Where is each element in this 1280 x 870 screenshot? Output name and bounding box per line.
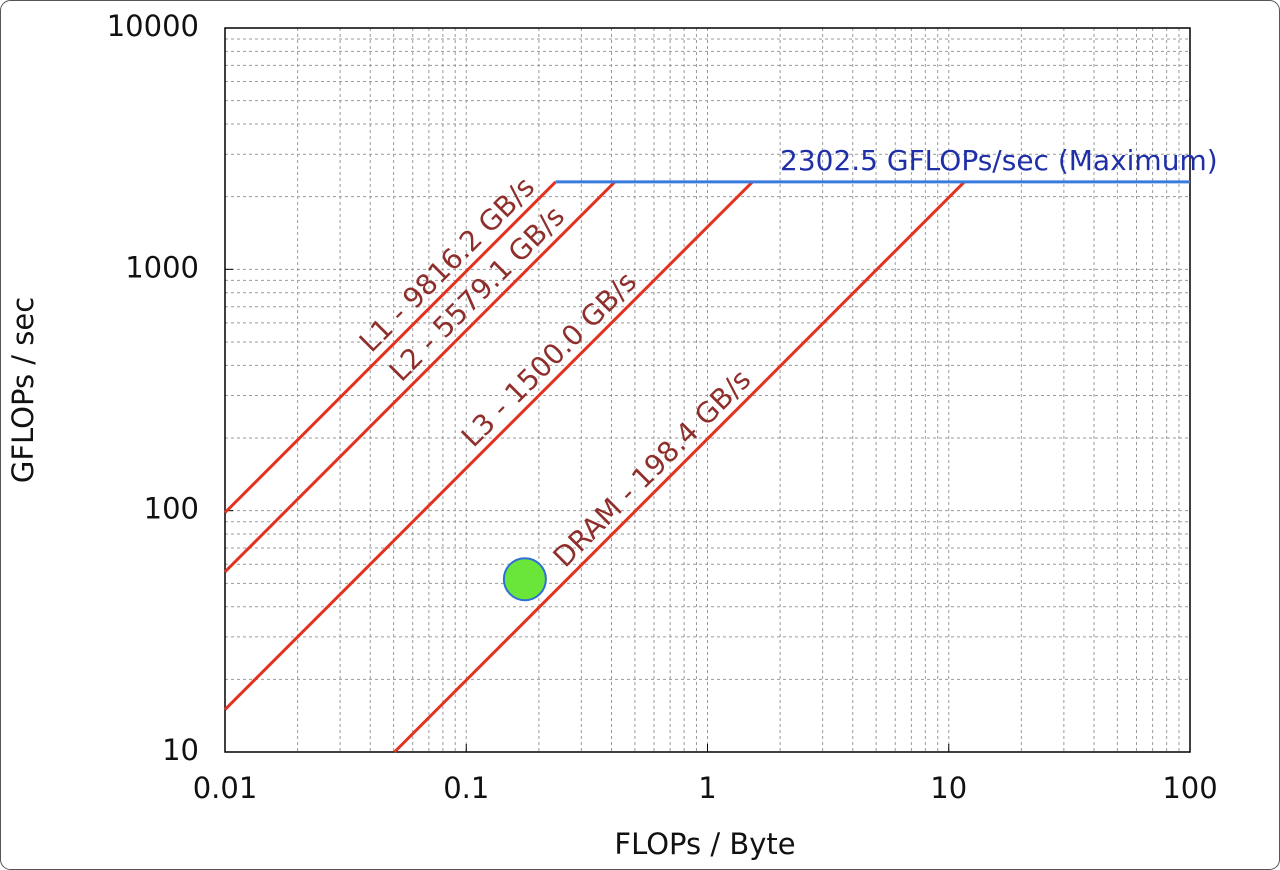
roofline bbox=[223, 180, 557, 514]
x-tick-label: 0.01 bbox=[193, 771, 258, 805]
x-tick-label: 1 bbox=[698, 771, 716, 805]
y-axis-label: GFLOPs / sec bbox=[6, 297, 40, 483]
y-tick-label: 10000 bbox=[107, 9, 199, 43]
roofline bbox=[223, 180, 616, 573]
peak-label: 2302.5 GFLOPs/sec (Maximum) bbox=[780, 144, 1218, 177]
plot-frame bbox=[224, 27, 1191, 753]
y-tick-label: 10 bbox=[162, 733, 199, 767]
y-tick-label: 100 bbox=[144, 492, 199, 526]
roofline bbox=[223, 180, 754, 711]
y-tick-label: 1000 bbox=[125, 250, 199, 284]
x-tick-label: 100 bbox=[1162, 771, 1217, 805]
data-point bbox=[502, 557, 547, 602]
x-tick-label: 0.1 bbox=[443, 771, 489, 805]
roofline bbox=[393, 180, 966, 754]
x-axis-label: FLOPs / Byte bbox=[614, 827, 795, 861]
x-tick-label: 10 bbox=[930, 771, 967, 805]
